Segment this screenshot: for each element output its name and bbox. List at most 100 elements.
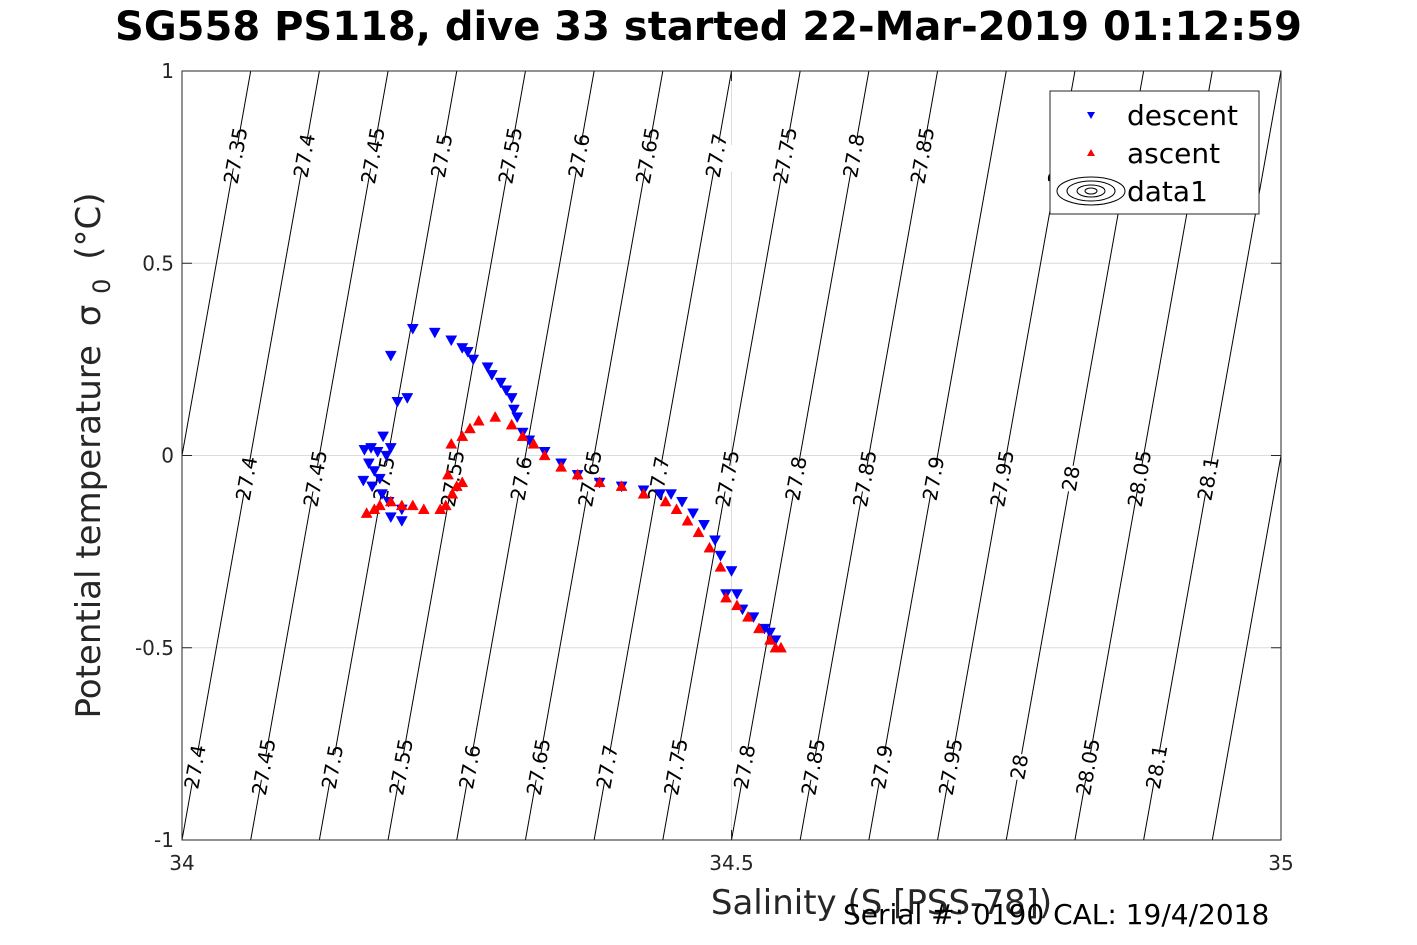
isopycnal-label-bg [846,748,918,786]
ascent-point [593,476,606,488]
legend-items: descent ascent data1 [1056,99,1238,208]
isopycnal-line [662,71,801,840]
ascent-point [456,476,469,488]
descent-point [445,335,458,347]
isopycnal-line [182,71,252,459]
descent-point [511,412,524,424]
ascent-point [775,641,787,653]
isopycnal-label-bg [296,748,369,786]
isopycnal-label-top: 27.35 [219,125,253,186]
isopycnal-label-middle: 28.1 [1192,455,1223,503]
isopycnal-label-bg [210,459,283,498]
ascent-point [637,487,650,499]
isopycnal-label-bg [966,459,1038,498]
x-tick-label: 34 [169,851,194,875]
ascent-point [406,499,419,511]
isopycnal-label-bottom: 27.9 [866,743,897,791]
isopycnal-line [250,71,389,840]
isopycnal-label-bg [1103,459,1176,498]
y-tick-label: -0.5 [135,636,174,660]
descent-point [494,377,507,389]
isopycnal-label-bg [749,136,821,175]
descent-point [384,443,397,454]
isopycnal-label-bg [348,459,420,498]
descent-point [376,489,388,500]
descent-point [500,385,513,397]
descent-point [731,589,743,600]
isopycnal-label-bg [818,136,890,175]
ascent-point [555,461,568,472]
descent-point [725,566,738,577]
isopycnal-label-middle: 27.85 [848,448,882,509]
isopycnal-label-bg [554,459,626,498]
isopycnal-line [1211,452,1281,840]
ascent-point [516,430,529,441]
legend-box [1049,90,1260,215]
ascent-point [764,634,776,645]
legend-label-ascent: ascent [1127,137,1220,170]
isopycnal-label-top: 27.5 [426,132,457,180]
isopycnal-label-bottom: 27.6 [454,743,485,791]
descent-point [377,431,390,443]
isopycnal-label-top: 27.75 [768,125,802,186]
descent-point [371,447,384,458]
legend-contour-marker [1084,187,1098,195]
descent-point [428,327,441,339]
descent-point [467,354,480,366]
ascent-point [395,499,408,511]
isopycnal-label-bottom: 27.75 [659,737,693,798]
isopycnal-label-top: 27.45 [356,125,390,186]
isopycnal-label-top: 27.4 [289,132,320,180]
chart-title: SG558 PS118, dive 33 started 22-Mar-2019… [115,4,1302,50]
isopycnal-line [799,71,939,840]
ascent-point [527,437,540,449]
isopycnal-label-bg [279,459,352,498]
isopycnal-label-bg [434,748,506,786]
isopycnal-label-bg [1035,459,1107,498]
isopycnal-label-bg [983,748,1056,786]
ascent-point [456,430,469,441]
isopycnal-label-middle: 27.75 [711,448,745,509]
isopycnal-label-bg [365,748,437,786]
ascent-point [445,437,458,449]
isopycnal-label-bg [474,136,547,175]
isopycnal-label-bg [886,136,959,175]
isopycnal-label-top: 27.8 [838,132,869,180]
isopycnal-label-top: 27.55 [493,125,527,186]
y-axis-label-subscript: 0 [88,279,116,294]
isopycnal-label-bg [611,136,684,175]
isopycnal-label-middle: 27.45 [298,448,332,509]
isopycnal-line [182,71,320,840]
ascent-point [753,622,765,634]
legend-contour-marker [1076,184,1106,198]
isopycnal-labels: 27.35 27.4 27.45 27.5 27.55 27.6 27.65 27.7 27.7… [159,125,1244,797]
isopycnal-line [593,71,732,840]
isopycnal-label-bottom: 28.05 [1071,737,1105,798]
ascent-point [446,487,459,499]
legend-label-descent: descent [1127,99,1238,132]
isopycnal-label-middle: 28 [1057,464,1085,493]
isopycnal-label-bottom: 27.85 [796,737,830,798]
isopycnal-label-bg [760,459,832,498]
isopycnal-label-bottom: 27.95 [934,737,968,798]
isopycnal-label-bottom: 28 [1005,752,1033,781]
ascent-point [731,599,743,611]
isopycnal-label-bg [543,136,615,175]
y-tick-label: -1 [154,828,174,852]
isopycnal-label-bg [914,748,987,786]
data-points [357,323,787,653]
calibration-footer: Serial #: 0190 CAL: 19/4/2018 [843,898,1270,931]
x-tick-label: 34.5 [709,851,754,875]
isopycnal-label-middle: 27.4 [231,455,262,503]
isopycnal-line [524,71,664,840]
isopycnal-label-middle: 28.05 [1123,448,1157,509]
isopycnal-label-bottom: 27.8 [729,743,760,791]
isopycnal-label-bg [708,748,781,786]
y-axis-label-unit: (°C) [69,192,109,259]
isopycnal-label-bottom: 27.7 [591,743,622,791]
ascent-point [703,541,716,553]
isopycnal-label-bg [337,136,409,175]
descent-point [505,393,518,404]
descent-point [357,475,370,487]
isopycnal-label-bg [199,136,272,175]
